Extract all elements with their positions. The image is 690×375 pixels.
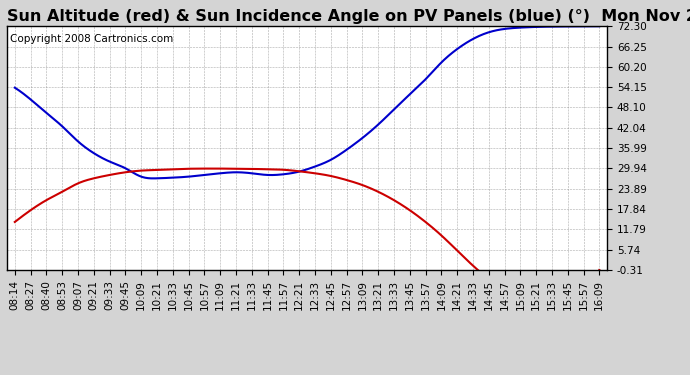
Text: Sun Altitude (red) & Sun Incidence Angle on PV Panels (blue) (°)  Mon Nov 24 16:: Sun Altitude (red) & Sun Incidence Angle… [7,9,690,24]
Text: Copyright 2008 Cartronics.com: Copyright 2008 Cartronics.com [10,34,173,44]
